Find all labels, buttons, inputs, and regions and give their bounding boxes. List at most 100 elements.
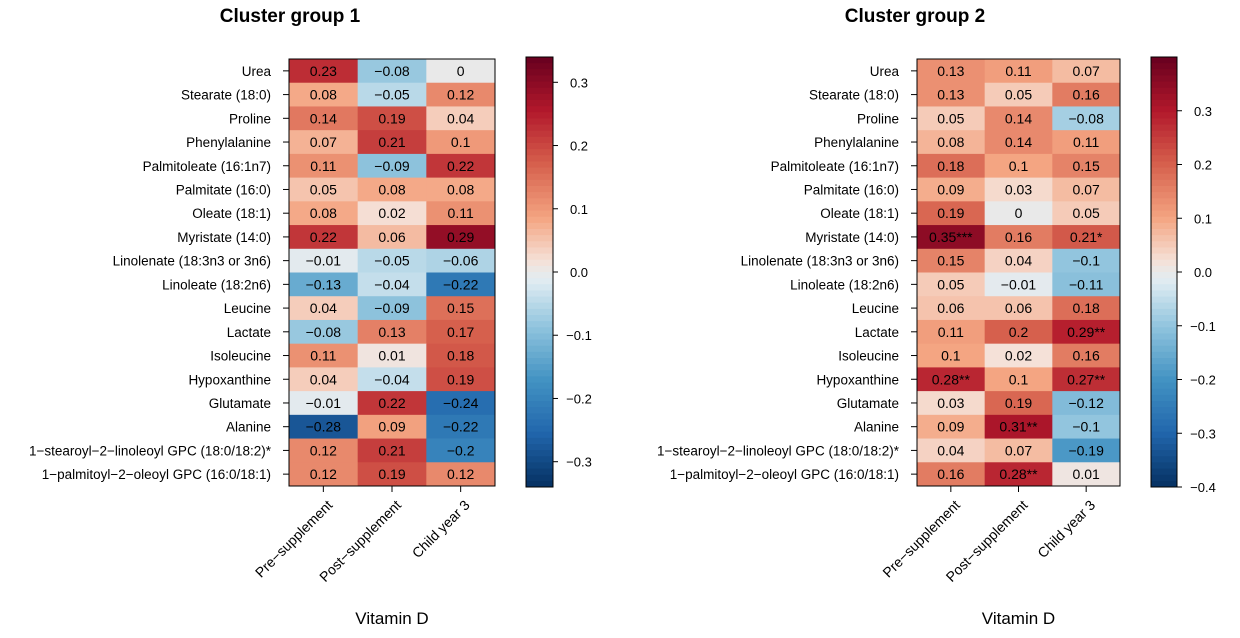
cell-value-label: 0.27** bbox=[1067, 371, 1106, 387]
colorbar-segment bbox=[1151, 450, 1177, 457]
colorbar-segment bbox=[1151, 198, 1177, 205]
row-label: Myristate (14:0) bbox=[177, 230, 271, 245]
heatmap-cell bbox=[1052, 462, 1121, 487]
colorbar-segment bbox=[1151, 351, 1177, 359]
colorbar-segment bbox=[1151, 112, 1177, 119]
row-label: Leucine bbox=[852, 301, 899, 316]
colorbar-segment bbox=[526, 63, 553, 70]
colorbar-segment bbox=[526, 259, 553, 267]
colorbar-tick-label: 0.0 bbox=[570, 265, 588, 280]
cell-value-label: −0.22 bbox=[443, 419, 479, 435]
colorbar-segment bbox=[526, 407, 553, 414]
heatmap-cell bbox=[289, 201, 359, 226]
heatmap-cell bbox=[917, 343, 986, 368]
row-label: Isoleucine bbox=[838, 349, 899, 364]
heatmap-cell bbox=[1052, 391, 1121, 416]
colorbar-segment bbox=[1151, 431, 1177, 439]
cell-value-label: 0.17 bbox=[447, 324, 474, 340]
colorbar-segment bbox=[526, 401, 553, 408]
colorbar-segment bbox=[1151, 259, 1177, 267]
colorbar-segment bbox=[526, 425, 553, 433]
colorbar-segment bbox=[526, 186, 553, 193]
colorbar-segment bbox=[1151, 167, 1177, 175]
row-label: Linoleate (18:2n6) bbox=[162, 277, 271, 292]
heatmap-cell bbox=[426, 153, 496, 179]
colorbar-segment bbox=[526, 376, 553, 384]
cell-value-label: 0.31** bbox=[999, 419, 1038, 435]
colorbar-segment bbox=[526, 204, 553, 212]
colorbar-segment bbox=[1151, 210, 1177, 218]
cell-value-label: 0.04 bbox=[447, 110, 474, 126]
heatmap-cell bbox=[917, 296, 986, 321]
heatmap-cell bbox=[1052, 343, 1121, 368]
row-label: Urea bbox=[870, 64, 900, 79]
row-label: Stearate (18:0) bbox=[809, 88, 899, 103]
row-label: Oleate (18:1) bbox=[820, 206, 899, 221]
cell-value-label: 0.18 bbox=[447, 348, 474, 364]
cell-value-label: 0.02 bbox=[378, 205, 405, 221]
colorbar-tick-label: −0.3 bbox=[566, 455, 592, 470]
cell-value-label: 0.03 bbox=[1005, 181, 1032, 197]
colorbar-segment bbox=[526, 130, 553, 138]
colorbar-segment bbox=[526, 155, 553, 162]
heatmap-cell bbox=[917, 272, 986, 297]
colorbar-segment bbox=[1151, 63, 1177, 70]
row-label: Proline bbox=[229, 111, 271, 126]
cell-value-label: 0.07 bbox=[1073, 63, 1100, 79]
heatmap-cell bbox=[1052, 225, 1121, 250]
heatmap-cell bbox=[1052, 438, 1121, 463]
cell-value-label: 0.11 bbox=[1005, 63, 1031, 79]
cell-value-label: −0.05 bbox=[374, 253, 410, 269]
cell-value-label: 0.08 bbox=[310, 205, 337, 221]
colorbar-segment bbox=[1151, 290, 1177, 298]
colorbar-segment bbox=[1151, 87, 1177, 95]
colorbar-segment bbox=[1151, 278, 1177, 285]
column-label: Child year 3 bbox=[409, 497, 473, 561]
row-label: Lactate bbox=[227, 325, 271, 340]
cell-value-label: −0.08 bbox=[1068, 110, 1104, 126]
colorbar-segment bbox=[1151, 284, 1177, 291]
colorbar-tick-label: 0.2 bbox=[570, 139, 588, 154]
colorbar-tick-label: 0.1 bbox=[1194, 211, 1212, 226]
colorbar-segment bbox=[526, 345, 553, 353]
heatmap-cell bbox=[426, 59, 496, 84]
cell-value-label: 0.09 bbox=[378, 419, 405, 435]
heatmap-cell bbox=[984, 201, 1053, 226]
cell-value-label: 0.2 bbox=[1009, 324, 1029, 340]
colorbar-segment bbox=[526, 351, 553, 359]
cell-value-label: 0.19 bbox=[378, 110, 405, 126]
cluster-group-1-panel: Cluster group 1 0.23 −0.08 0 Urea 0.08 −0.05 0.… bbox=[29, 6, 592, 628]
row-label: Hypoxanthine bbox=[816, 372, 899, 387]
heatmap-cell bbox=[289, 225, 359, 250]
row-label: Linolenate (18:3n3 or 3n6) bbox=[113, 254, 271, 269]
colorbar-segment bbox=[1151, 272, 1177, 279]
row-label: Palmitoleate (16:1n7) bbox=[143, 159, 271, 174]
cell-value-label: 0.05 bbox=[1073, 205, 1100, 221]
colorbar-segment bbox=[1151, 118, 1177, 126]
heatmap-cell bbox=[357, 438, 427, 463]
heatmap-cell bbox=[984, 438, 1053, 463]
cell-value-label: 0.19 bbox=[447, 371, 474, 387]
cell-value-label: 0.1 bbox=[1009, 158, 1029, 174]
colorbar-segment bbox=[526, 290, 553, 298]
heatmap-cell bbox=[357, 201, 427, 226]
colorbar-segment bbox=[526, 106, 553, 113]
colorbar-segment bbox=[526, 474, 553, 482]
colorbar-segment bbox=[1151, 143, 1177, 150]
cluster-group-2-panel: Cluster group 2 0.13 0.11 0.07 Urea 0.13 0.05 0… bbox=[657, 6, 1216, 628]
colorbar-segment bbox=[526, 93, 553, 101]
heatmap-cell bbox=[984, 343, 1053, 368]
colorbar-segment bbox=[1151, 216, 1177, 224]
colorbar-segment bbox=[1151, 296, 1177, 304]
colorbar-segment bbox=[526, 100, 553, 107]
colorbar-segment bbox=[1151, 327, 1177, 334]
heatmap-cell bbox=[1052, 414, 1121, 439]
colorbar-segment bbox=[1151, 130, 1177, 138]
cell-value-label: 0.03 bbox=[937, 395, 964, 411]
cell-value-label: 0.07 bbox=[1073, 181, 1100, 197]
cell-value-label: 0.1 bbox=[451, 134, 471, 150]
heatmap-cell bbox=[917, 59, 986, 84]
row-label: Isoleucine bbox=[210, 349, 271, 364]
heatmap-cell bbox=[917, 225, 986, 250]
colorbar-segment bbox=[526, 327, 553, 334]
